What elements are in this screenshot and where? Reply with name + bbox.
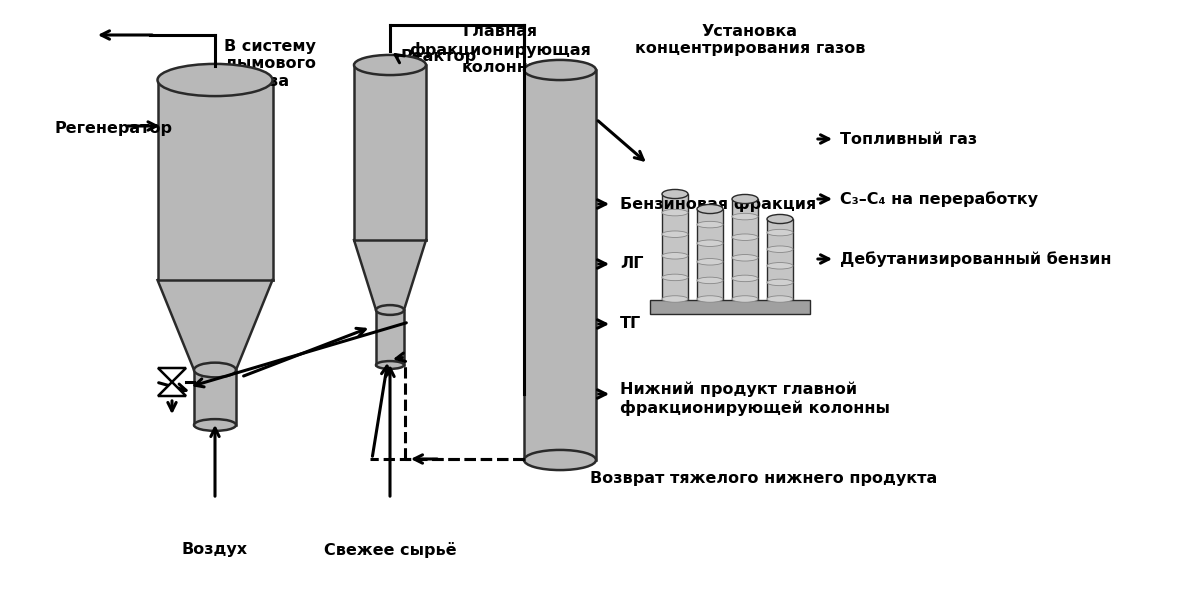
Ellipse shape — [662, 274, 688, 280]
Ellipse shape — [697, 277, 722, 284]
Text: Воздух: Воздух — [182, 542, 248, 557]
Ellipse shape — [194, 419, 236, 431]
Ellipse shape — [354, 55, 426, 75]
Ellipse shape — [524, 60, 596, 80]
Text: Дебутанизированный бензин: Дебутанизированный бензин — [840, 251, 1111, 267]
Bar — [376, 310, 404, 365]
Text: С₃–С₄ на переработку: С₃–С₄ на переработку — [840, 191, 1038, 207]
Ellipse shape — [662, 252, 688, 259]
Polygon shape — [354, 240, 426, 310]
Ellipse shape — [662, 189, 688, 198]
Text: ЛГ: ЛГ — [620, 257, 643, 271]
Ellipse shape — [732, 213, 758, 220]
Ellipse shape — [524, 450, 596, 470]
Text: ТГ: ТГ — [620, 317, 641, 331]
Polygon shape — [158, 382, 186, 396]
Ellipse shape — [697, 222, 722, 228]
Polygon shape — [158, 368, 186, 382]
Ellipse shape — [767, 214, 793, 223]
Ellipse shape — [697, 296, 722, 302]
Text: Нижний продукт главной
фракционирующей колонны: Нижний продукт главной фракционирующей к… — [620, 382, 890, 416]
Bar — [767, 219, 793, 304]
Ellipse shape — [767, 279, 793, 286]
Ellipse shape — [767, 229, 793, 236]
Ellipse shape — [732, 234, 758, 241]
Polygon shape — [157, 280, 272, 370]
Ellipse shape — [732, 275, 758, 282]
Bar — [157, 80, 272, 280]
Ellipse shape — [697, 240, 722, 247]
Ellipse shape — [697, 258, 722, 265]
Text: В систему
дымового
газа: В систему дымового газа — [224, 39, 316, 89]
Ellipse shape — [697, 204, 722, 214]
Text: Реактор: Реактор — [400, 49, 476, 64]
Bar — [650, 300, 810, 314]
Bar — [697, 209, 722, 304]
Bar — [194, 370, 236, 425]
Bar — [354, 65, 426, 240]
Ellipse shape — [767, 296, 793, 302]
Text: Бензиновая фракция: Бензиновая фракция — [620, 196, 816, 212]
Bar — [732, 199, 758, 304]
Bar — [524, 70, 596, 460]
Text: Регенератор: Регенератор — [55, 122, 173, 137]
Ellipse shape — [376, 361, 404, 369]
Ellipse shape — [662, 231, 688, 238]
Text: Возврат тяжелого нижнего продукта: Возврат тяжелого нижнего продукта — [590, 472, 937, 486]
Text: Главная
фракционирующая
колонна: Главная фракционирующая колонна — [409, 24, 590, 75]
Text: Топливный газ: Топливный газ — [840, 131, 977, 147]
Ellipse shape — [662, 209, 688, 216]
Ellipse shape — [662, 296, 688, 302]
Ellipse shape — [732, 296, 758, 302]
Ellipse shape — [767, 263, 793, 269]
Ellipse shape — [194, 363, 236, 377]
Text: Установка
концентрирования газов: Установка концентрирования газов — [635, 24, 865, 56]
Ellipse shape — [157, 64, 272, 96]
Ellipse shape — [376, 305, 404, 315]
Ellipse shape — [732, 194, 758, 204]
Bar — [662, 194, 688, 304]
Ellipse shape — [732, 255, 758, 261]
Text: Свежее сырьё: Свежее сырьё — [324, 542, 456, 558]
Ellipse shape — [767, 246, 793, 252]
